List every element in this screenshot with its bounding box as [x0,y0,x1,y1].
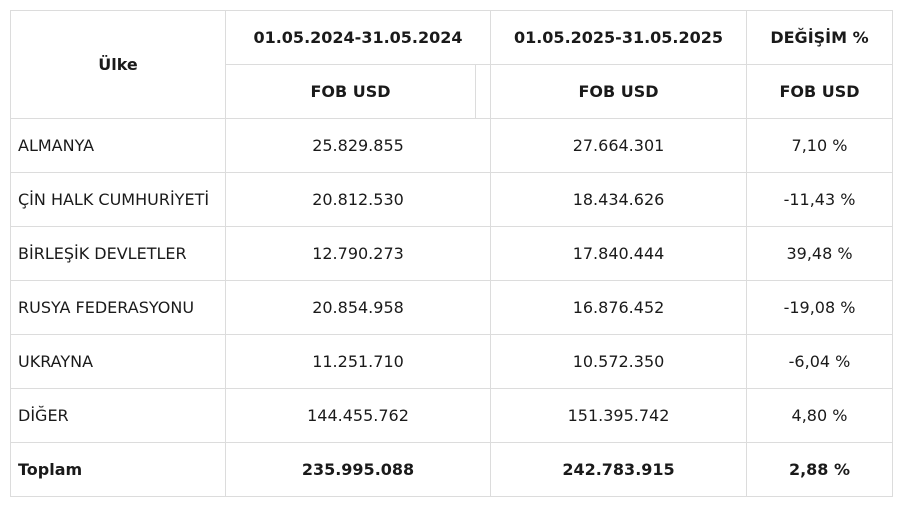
table-row: DİĞER 144.455.762 151.395.742 4,80 % [10,388,893,443]
value-2025-cell: 16.876.452 [490,280,747,335]
country-cell: RUSYA FEDERASYONU [10,280,226,335]
value-2024-cell: 20.812.530 [225,172,491,227]
value-2025-cell: 17.840.444 [490,226,747,281]
period-2024-header: 01.05.2024-31.05.2024 [225,10,491,65]
change-cell: 4,80 % [746,388,893,443]
value-2024-cell: 12.790.273 [225,226,491,281]
export-comparison-table: Ülke 01.05.2024-31.05.2024 01.05.2025-31… [10,10,893,497]
fob-2025-header: FOB USD [490,64,747,119]
header-row-units: FOB USD FOB USD FOB USD [11,64,893,119]
table-row: BİRLEŞİK DEVLETLER 12.790.273 17.840.444… [10,226,893,281]
period-2025-header: 01.05.2025-31.05.2025 [490,10,747,65]
table-row: ALMANYA 25.829.855 27.664.301 7,10 % [10,118,893,173]
table-row: ÇİN HALK CUMHURİYETİ 20.812.530 18.434.6… [10,172,893,227]
fob-2024-header: FOB USD [225,64,476,119]
table-row: RUSYA FEDERASYONU 20.854.958 16.876.452 … [10,280,893,335]
country-cell: BİRLEŞİK DEVLETLER [10,226,226,281]
country-column-header: Ülke [10,10,226,119]
change-cell: -11,43 % [746,172,893,227]
total-2024-cell: 235.995.088 [225,442,491,497]
export-table-container: Ülke 01.05.2024-31.05.2024 01.05.2025-31… [10,10,893,497]
total-2025-cell: 242.783.915 [490,442,747,497]
header-spacer-cell [475,64,491,119]
header-row-periods: Ülke 01.05.2024-31.05.2024 01.05.2025-31… [10,10,893,119]
country-cell: ÇİN HALK CUMHURİYETİ [10,172,226,227]
table-row: UKRAYNA 11.251.710 10.572.350 -6,04 % [10,334,893,389]
fob-change-header: FOB USD [746,64,893,119]
total-change-cell: 2,88 % [746,442,893,497]
change-header: DEĞİŞİM % [746,10,893,65]
value-2025-cell: 151.395.742 [490,388,747,443]
country-cell: UKRAYNA [10,334,226,389]
value-2024-cell: 11.251.710 [225,334,491,389]
change-cell: 7,10 % [746,118,893,173]
value-2025-cell: 18.434.626 [490,172,747,227]
country-cell: ALMANYA [10,118,226,173]
value-2024-cell: 25.829.855 [225,118,491,173]
value-2024-cell: 20.854.958 [225,280,491,335]
country-cell: DİĞER [10,388,226,443]
value-2025-cell: 27.664.301 [490,118,747,173]
change-cell: 39,48 % [746,226,893,281]
value-2025-cell: 10.572.350 [490,334,747,389]
change-cell: -19,08 % [746,280,893,335]
change-cell: -6,04 % [746,334,893,389]
value-2024-cell: 144.455.762 [225,388,491,443]
total-row: Toplam 235.995.088 242.783.915 2,88 % [10,442,893,497]
total-label-cell: Toplam [10,442,226,497]
